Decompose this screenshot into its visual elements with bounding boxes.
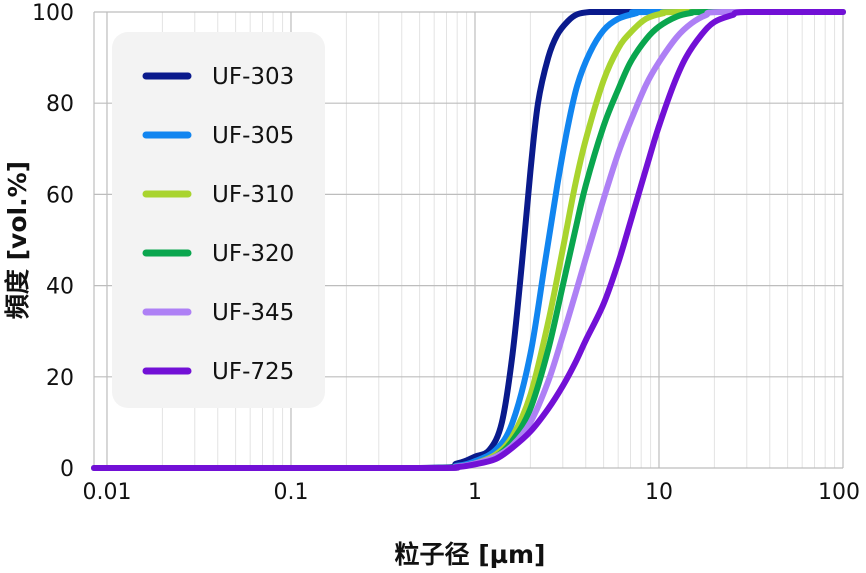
y-tick-label: 0: [60, 457, 74, 482]
y-tick-label: 60: [46, 183, 74, 208]
y-tick-label: 40: [46, 275, 74, 300]
series-line-uf-725: [91, 8, 846, 472]
x-tick-label: 1: [468, 480, 482, 505]
series-lines: [91, 8, 846, 472]
legend-label: UF-725: [212, 359, 294, 385]
legend-label: UF-320: [212, 241, 294, 267]
x-tick-label: 10: [645, 480, 673, 505]
x-axis: 0.01 0.1 1 10 100: [82, 480, 860, 505]
x-tick-label: 0.1: [273, 480, 308, 505]
x-tick-label: 100: [818, 480, 860, 505]
x-tick-label: 0.01: [82, 480, 131, 505]
y-axis-title: 頻度 [vol.%]: [3, 161, 32, 319]
legend: UF-303 UF-305 UF-310 UF-320 UF-345 UF-725: [112, 32, 325, 408]
y-tick-label: 20: [46, 366, 74, 391]
legend-label: UF-345: [212, 300, 294, 326]
legend-label: UF-305: [212, 123, 294, 149]
y-tick-label: 100: [32, 1, 74, 26]
x-axis-title: 粒子径 [µm]: [394, 540, 545, 569]
y-axis: 0 20 40 60 80 100: [32, 1, 74, 482]
legend-label: UF-310: [212, 182, 294, 208]
y-tick-label: 80: [46, 92, 74, 117]
legend-label: UF-303: [212, 64, 294, 90]
